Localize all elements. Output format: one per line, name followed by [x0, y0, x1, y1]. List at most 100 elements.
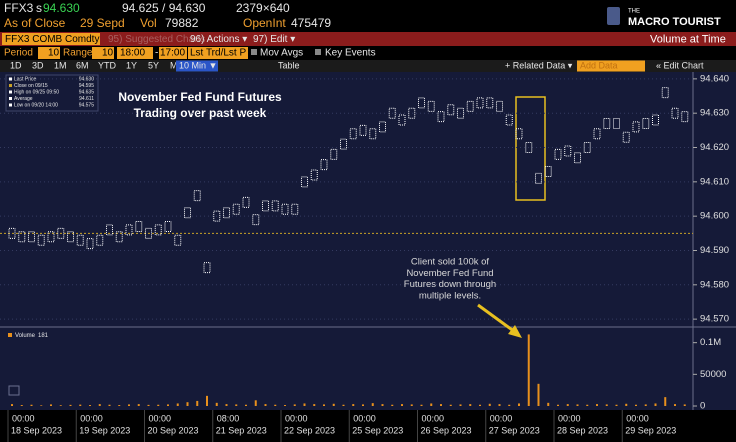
price-tick [125, 224, 133, 236]
range-button[interactable]: 1M [54, 60, 67, 70]
add-data-box[interactable] [577, 60, 645, 72]
y-tick-label: 94.620 [700, 142, 729, 153]
range-button[interactable]: YTD [98, 60, 117, 70]
price-tick [437, 111, 445, 123]
volume-bar [186, 402, 189, 406]
range-button[interactable]: 1D [10, 60, 22, 70]
volume-bar [108, 404, 111, 406]
security-box[interactable] [2, 33, 100, 45]
price-tick [418, 97, 425, 109]
legend-name: High on 09/25 09:50 [14, 89, 59, 95]
security[interactable]: FFX3 COMB Comdty [5, 34, 99, 45]
mode-box[interactable] [188, 47, 248, 59]
price-tick [583, 142, 591, 154]
volume-bar [303, 403, 306, 406]
price-tick [174, 234, 182, 246]
end-box[interactable] [159, 47, 187, 59]
range-button[interactable]: 6M [76, 60, 89, 70]
volume-current: 181 [38, 333, 49, 339]
price-tick [281, 203, 289, 215]
last-flag: s [36, 1, 42, 15]
x-tick-label: 28 Sep 2023 [557, 425, 608, 435]
x-tick-time: 08:00 [217, 413, 240, 423]
interval-box[interactable] [176, 60, 218, 72]
range-button[interactable]: 3D [32, 60, 44, 70]
volume-bar [479, 404, 481, 406]
legend-swatch [9, 84, 12, 87]
end[interactable]: 17:00 [160, 48, 185, 59]
x-tick-label: 22 Sep 2023 [284, 425, 335, 435]
key-events[interactable]: Key Events [325, 48, 376, 59]
price-tick [496, 100, 503, 112]
legend-value: 94.630 [79, 76, 95, 82]
price-tick [632, 121, 640, 133]
price-tick [37, 234, 45, 246]
price-tick [135, 220, 143, 232]
volume-bar [635, 404, 637, 406]
suggested[interactable]: 95) Suggested Charts [108, 34, 205, 45]
volume-bar [537, 383, 540, 406]
volume-bar [654, 403, 657, 406]
volume-bar [293, 404, 296, 406]
price-tick [486, 97, 494, 109]
price-tick [154, 224, 162, 236]
price-tick [18, 231, 26, 243]
add-data[interactable]: Add Data [580, 60, 618, 70]
price-tick [525, 142, 533, 154]
date: 29 Sepd [80, 16, 125, 30]
y-tick-label: 94.610 [700, 176, 729, 187]
volume-bar [254, 400, 257, 406]
table[interactable]: Table [278, 60, 300, 70]
edit-chart[interactable]: « Edit Chart [656, 60, 704, 70]
volume-bar [147, 404, 150, 406]
y-tick-label: 50000 [700, 369, 726, 380]
volume-bar [342, 404, 345, 406]
start-box[interactable] [117, 47, 153, 59]
range-box[interactable] [92, 47, 114, 59]
range[interactable]: 10 [102, 48, 114, 59]
mode[interactable]: Lst Trd/Lst P [190, 48, 246, 59]
chart-title: November Fed Fund Futures [118, 90, 282, 104]
price-tick [145, 227, 152, 239]
volume-bar [50, 404, 52, 406]
legend-name: Low on 09/20 14:00 [14, 102, 58, 108]
price-tick [242, 196, 250, 208]
mov-avgs-check[interactable] [251, 49, 257, 55]
last-price: 94.630 [43, 1, 80, 15]
legend-name: Close on 09/15 [14, 83, 48, 89]
volume-bar [128, 404, 130, 406]
legend-swatch [9, 103, 12, 107]
vol: 79882 [165, 16, 199, 30]
actions[interactable]: 96) Actions ▾ [190, 34, 247, 45]
range-button[interactable]: 1Y [126, 60, 137, 70]
panel-icon[interactable] [8, 385, 20, 396]
start[interactable]: 18:00 [120, 48, 145, 59]
volume-bar [284, 405, 286, 406]
price-tick [535, 172, 542, 184]
volume-bar [498, 404, 501, 406]
mov-avgs[interactable]: Mov Avgs [260, 48, 303, 59]
legend-value: 94.611 [79, 96, 94, 102]
price-tick [203, 262, 211, 274]
volume-bar [469, 404, 472, 406]
volume-bar [576, 404, 579, 406]
interval[interactable]: 10 Min ▼ [179, 60, 217, 70]
price-tick [379, 121, 386, 133]
period[interactable]: 10 [48, 48, 60, 59]
period-label: Period [4, 48, 33, 59]
period-box[interactable] [38, 47, 60, 59]
related[interactable]: + Related Data ▾ [505, 60, 573, 70]
x-tick-time: 00:00 [490, 413, 513, 423]
volume-bar [264, 404, 267, 406]
x-tick-label: 18 Sep 2023 [11, 425, 62, 435]
logo-icon [607, 7, 620, 25]
price-tick [291, 203, 299, 215]
volume-bar [566, 404, 569, 406]
range-button[interactable]: 5Y [148, 60, 159, 70]
volume-bar [40, 405, 43, 406]
key-events-check[interactable] [315, 49, 321, 55]
price-tick [301, 176, 308, 188]
x-tick-label: 19 Sep 2023 [79, 425, 130, 435]
edit[interactable]: 97) Edit ▾ [253, 34, 295, 45]
x-tick-label: 29 Sep 2023 [625, 425, 676, 435]
